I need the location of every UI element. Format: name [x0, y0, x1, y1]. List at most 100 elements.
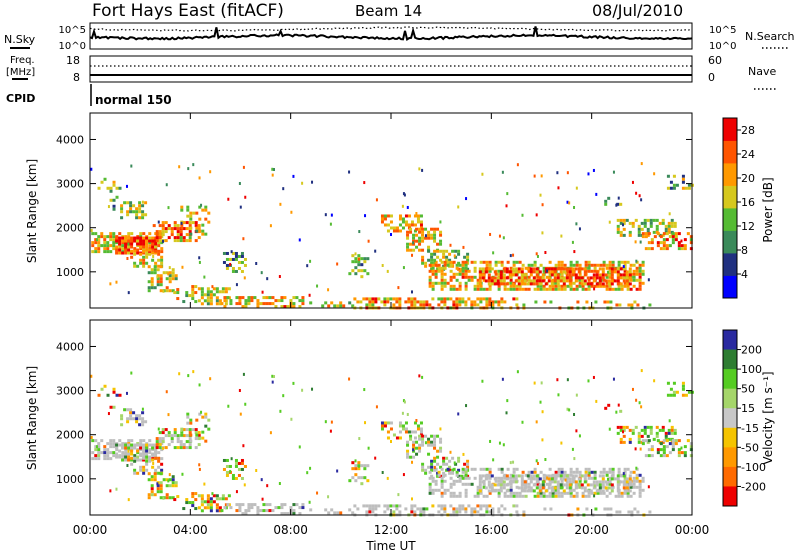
power-cell [173, 227, 177, 231]
velocity-cell [544, 489, 548, 493]
power-cell [503, 300, 507, 304]
power-cell [589, 276, 593, 280]
velocity-cell [363, 476, 367, 480]
power-cell [194, 239, 198, 243]
power-cell [374, 300, 378, 304]
velocity-cell [386, 476, 389, 480]
velocity-cell [649, 428, 653, 432]
velocity-cell [127, 449, 130, 453]
velocity-cell [135, 414, 139, 418]
velocity-cell [581, 491, 585, 495]
velocity-cell [625, 486, 629, 490]
power-cell [148, 252, 152, 256]
power-cell [407, 297, 411, 301]
velocity-cell [142, 471, 146, 475]
velocity-cell [298, 512, 302, 516]
velocity-cell [497, 510, 501, 514]
power-cell [578, 278, 582, 282]
velocity-cell [112, 387, 116, 391]
velocity-cell [662, 448, 666, 452]
velocity-cell [568, 477, 572, 481]
power-cell [638, 263, 642, 267]
y-tick-label: 1000 [56, 473, 84, 486]
power-cell [109, 282, 112, 286]
power-cell [150, 286, 154, 290]
velocity-cell [436, 474, 440, 478]
velocity-cell [416, 507, 420, 511]
power-cell [631, 221, 635, 225]
power-cell [118, 251, 122, 255]
velocity-cell [492, 458, 495, 462]
velocity-cell [145, 455, 149, 459]
power-cell [164, 239, 168, 243]
velocity-cell [130, 458, 134, 462]
velocity-cell [616, 486, 620, 490]
velocity-cell [601, 480, 605, 484]
power-cell [626, 260, 630, 264]
power-cell [455, 278, 459, 282]
velocity-cell [253, 503, 257, 507]
velocity-cell [563, 470, 567, 474]
velocity-cell [142, 468, 146, 472]
power-cell [556, 267, 560, 271]
power-cell [389, 226, 393, 230]
power-cell [292, 305, 296, 309]
velocity-cell [560, 491, 564, 495]
power-cell [409, 248, 413, 252]
velocity-cell [256, 509, 260, 513]
velocity-cell [437, 473, 441, 477]
velocity-cell [556, 480, 560, 484]
power-cell [649, 221, 653, 225]
velocity-cell [351, 467, 355, 471]
power-cell [271, 173, 274, 177]
power-cell [250, 296, 254, 300]
velocity-cell [125, 391, 128, 395]
power-cell [167, 206, 170, 210]
velocity-cell [136, 443, 140, 447]
velocity-cell [550, 480, 554, 484]
power-cell [592, 168, 595, 172]
velocity-cell [545, 482, 549, 486]
velocity-cell [516, 370, 519, 374]
velocity-cell [194, 507, 198, 511]
power-cell [619, 218, 623, 222]
power-cell [269, 224, 272, 228]
power-cell [622, 273, 626, 277]
power-cell [538, 282, 542, 286]
power-cell [594, 300, 598, 304]
power-cell [428, 303, 432, 307]
power-cell [280, 296, 284, 300]
power-cell [434, 263, 438, 267]
power-cell [509, 278, 513, 282]
velocity-cell [144, 420, 148, 424]
velocity-cell [636, 510, 640, 514]
velocity-cell [482, 504, 486, 508]
power-cell [182, 221, 186, 225]
velocity-cell [106, 393, 110, 397]
velocity-cell [324, 420, 327, 424]
velocity-cell [535, 459, 538, 463]
velocity-cell [533, 467, 537, 471]
velocity-cell [647, 485, 650, 489]
power-cell [132, 204, 136, 208]
power-cell [115, 280, 118, 284]
velocity-cell [625, 477, 629, 481]
power-cell [572, 263, 576, 267]
power-cell [538, 270, 542, 274]
velocity-cell [211, 492, 214, 496]
power-cell [548, 272, 552, 276]
velocity-cell [595, 489, 599, 493]
velocity-cell [191, 501, 195, 505]
velocity-cell [421, 437, 425, 441]
power-cell [581, 284, 585, 288]
velocity-cell [142, 439, 146, 443]
velocity-cell [398, 421, 402, 425]
velocity-cell [145, 452, 149, 456]
power-cell [584, 263, 588, 267]
velocity-cell [496, 483, 500, 487]
velocity-cell [565, 483, 569, 487]
velocity-cell [440, 467, 444, 471]
power-cell [411, 253, 414, 257]
velocity-cell [523, 480, 527, 484]
velocity-cell [643, 428, 647, 432]
